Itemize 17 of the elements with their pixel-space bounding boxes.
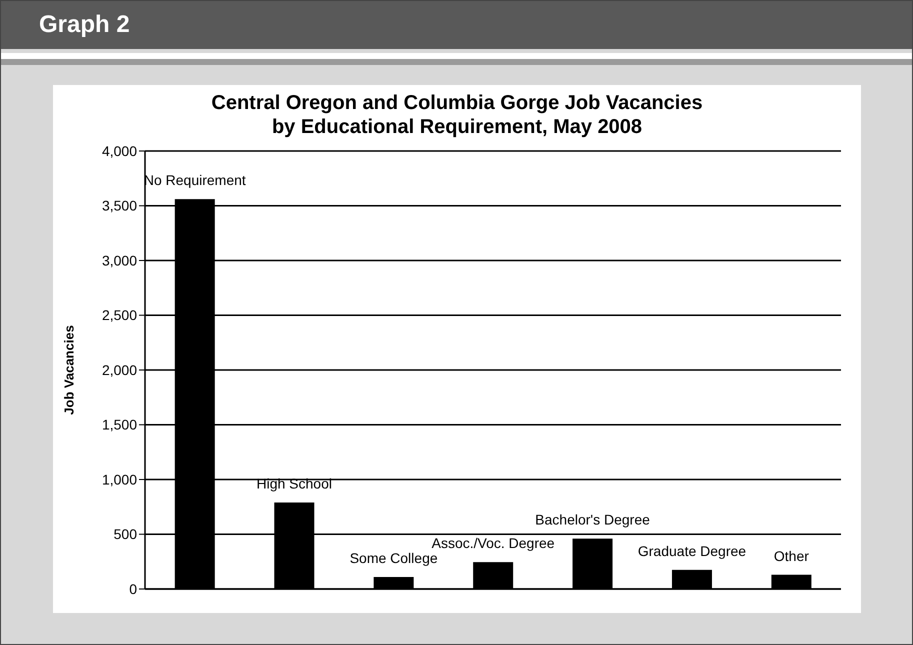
y-tick-label: 3,000 [102,252,138,268]
x-tick-label: Graduate Degree [638,542,746,559]
x-tick-label: Some College [350,550,438,566]
y-tick-label: 1,000 [102,471,138,488]
x-tick-label: Other [774,548,810,564]
y-tick-label: 0 [129,580,138,597]
chart-title: Central Oregon and Columbia Gorge Job Vacancies by Educational Requirement, May 2008 [210,91,704,139]
caption: Graph 2 [39,11,130,38]
y-tick-label: 500 [114,526,138,542]
y-tick-label: 2,000 [102,362,138,378]
y-tick-label: 3,500 [102,198,138,214]
y-tick-label: 2,500 [102,307,138,324]
y-tick-label: 1,500 [102,416,138,433]
y-tick-label: 4,000 [102,142,138,159]
x-tick-label: Bachelor's Degree [535,512,650,528]
y-axis-title: Job Vacancies [62,325,77,415]
x-tick-label: Assoc./Voc. Degree [432,535,555,552]
